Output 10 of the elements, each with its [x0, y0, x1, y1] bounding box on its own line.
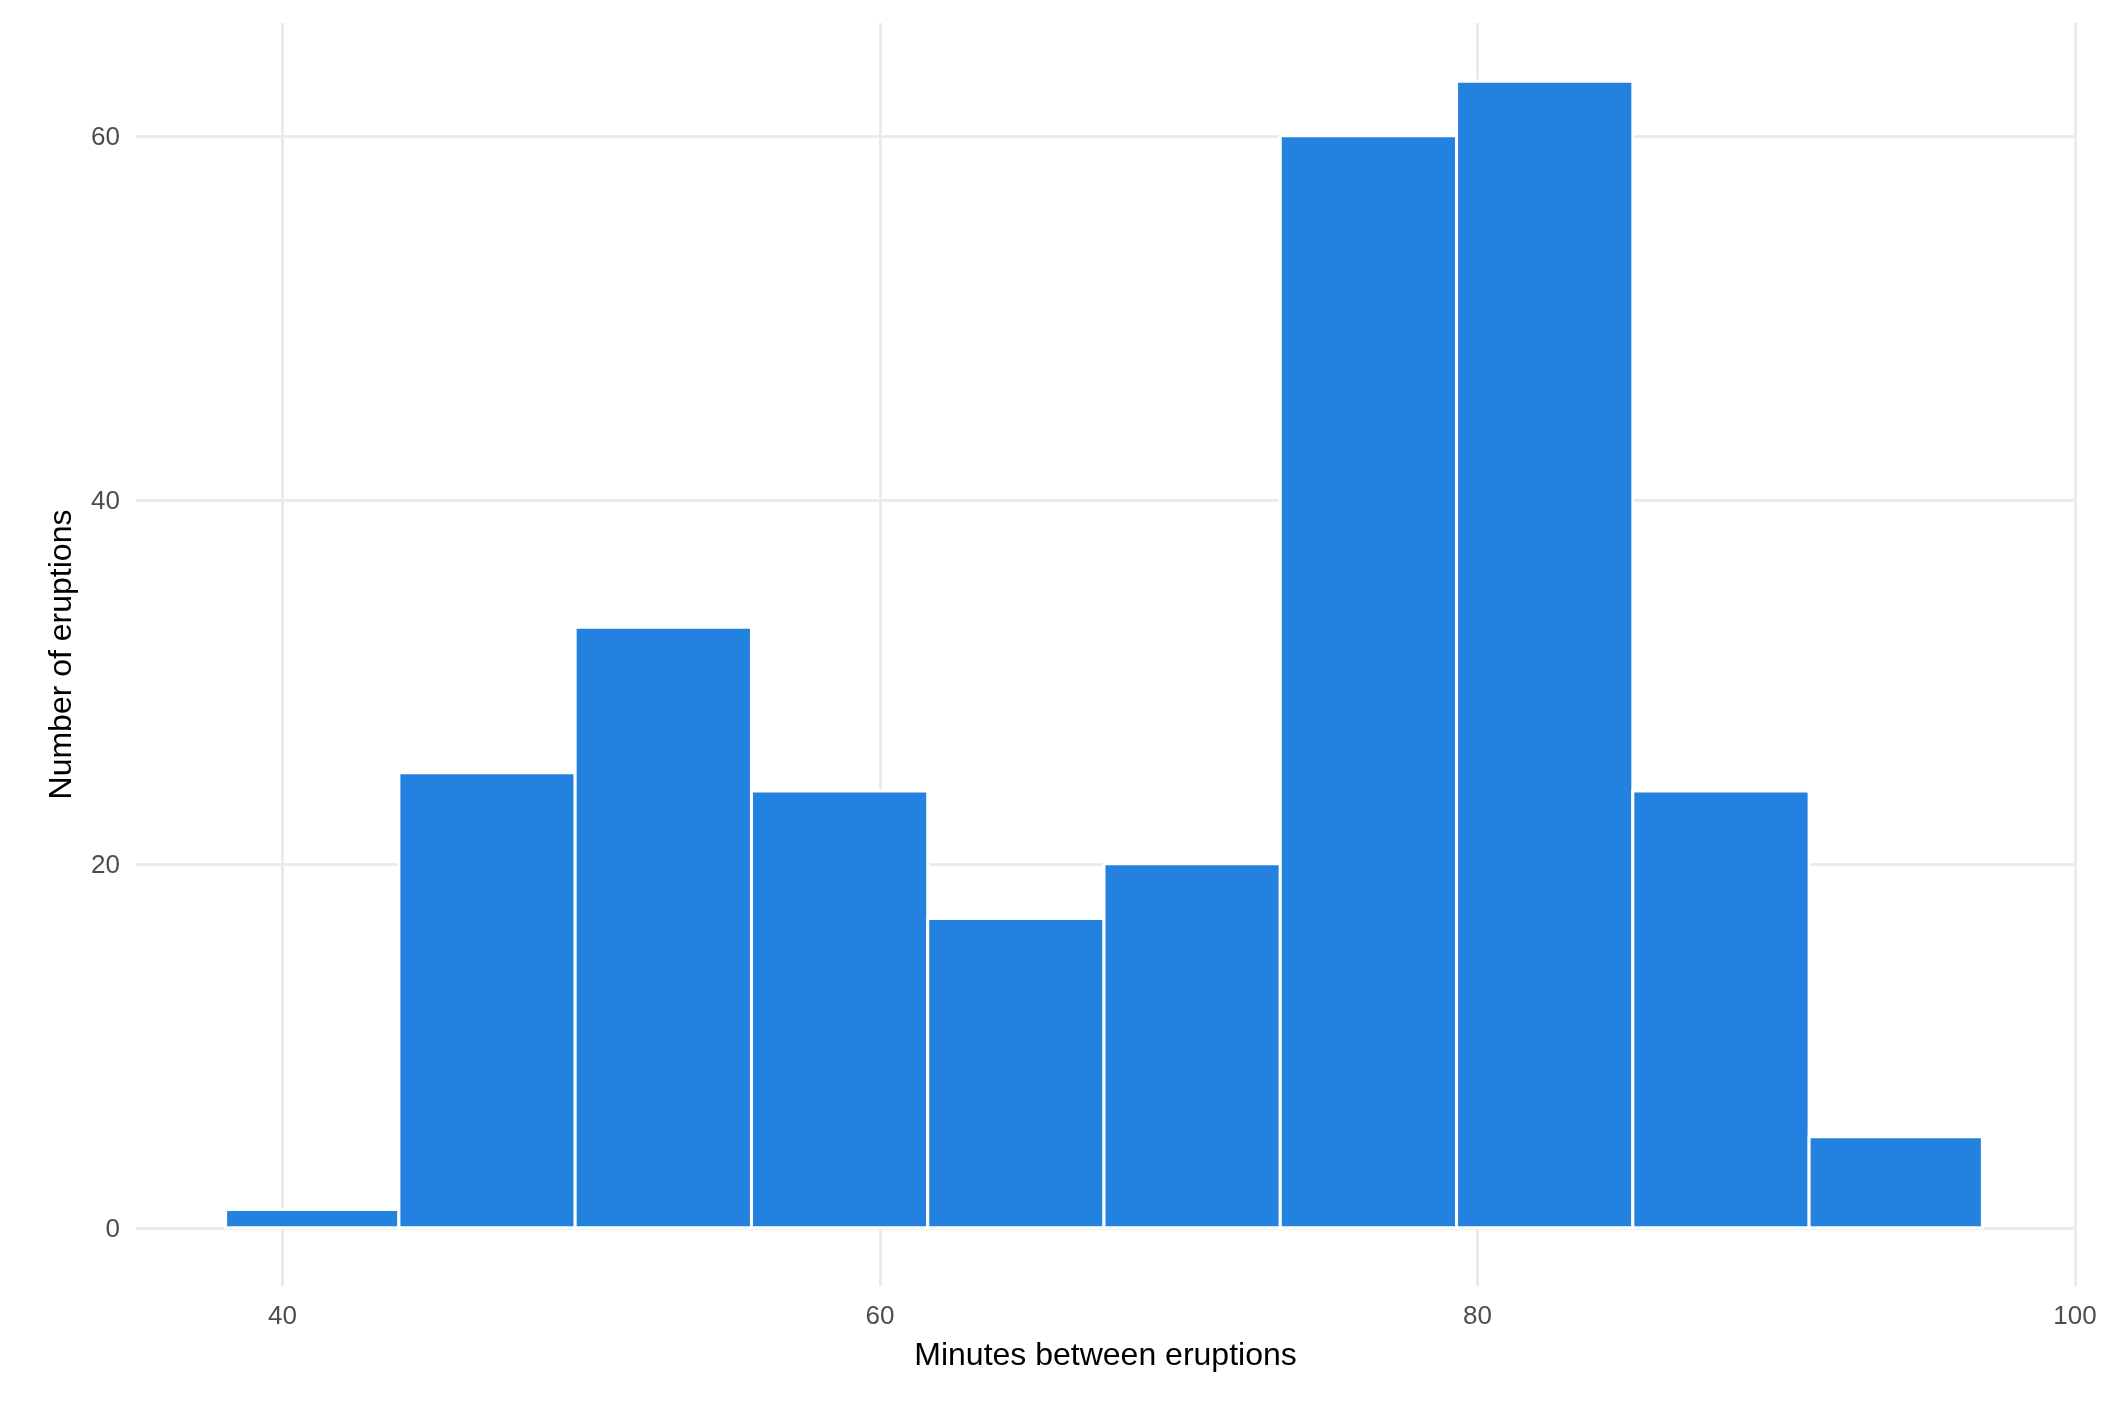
y-axis-title: Number of eruptions: [42, 509, 78, 800]
x-tick-label: 40: [267, 1300, 297, 1330]
y-tick-label: 0: [105, 1212, 120, 1243]
y-tick-label: 20: [91, 848, 120, 879]
x-axis-title: Minutes between eruptions: [914, 1336, 1297, 1372]
x-tick-label: 100: [2053, 1300, 2097, 1330]
x-tick-label: 80: [1463, 1300, 1492, 1330]
y-tick-label: 40: [91, 484, 120, 515]
x-tick-label: 60: [865, 1300, 895, 1330]
y-tick-label: 60: [91, 120, 120, 151]
